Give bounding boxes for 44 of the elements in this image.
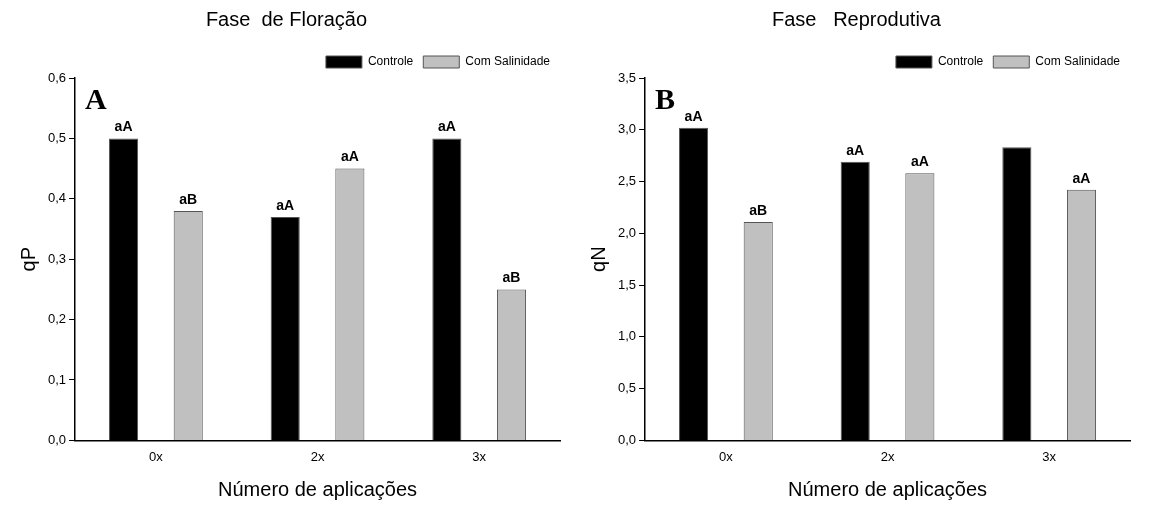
data-label: aA <box>1072 169 1091 186</box>
y-axis-title: qP <box>16 246 39 272</box>
y-tick-label: 0,5 <box>617 380 637 396</box>
chart-title: Fase Reprodutiva <box>772 7 942 30</box>
y-tick-label: 0,0 <box>47 431 67 447</box>
y-tick-label: 0,2 <box>47 311 67 327</box>
x-axis-title: Número de aplicações <box>788 477 988 500</box>
x-tick-label: 0x <box>149 448 164 464</box>
legend-label: Com Salinidade <box>465 54 551 69</box>
data-label: aA <box>114 118 133 135</box>
y-tick-label: 2,5 <box>617 173 637 189</box>
data-label: aB <box>749 201 768 218</box>
legend-label: Controle <box>937 54 984 69</box>
y-tick-label: 0,3 <box>47 250 67 266</box>
data-label: aA <box>340 148 359 165</box>
x-tick-label: 2x <box>880 448 895 464</box>
annotation: B <box>655 81 676 115</box>
y-tick-label: 3,5 <box>617 69 637 85</box>
x-tick-label: 2x <box>310 448 325 464</box>
y-tick-label: 0,5 <box>47 129 67 145</box>
legend-label: Controle <box>367 54 414 69</box>
y-tick-label: 0,4 <box>47 190 67 206</box>
data-label: aA <box>437 118 456 135</box>
x-tick-label: 3x <box>472 448 487 464</box>
data-label: aB <box>502 269 521 286</box>
x-tick-label: 3x <box>1042 448 1057 464</box>
data-label: aA <box>910 153 929 170</box>
y-tick-label: 3,0 <box>617 121 637 137</box>
data-label: aA <box>276 196 295 213</box>
x-axis-title: Número de aplicações <box>218 477 418 500</box>
y-tick-label: 0,6 <box>47 69 67 85</box>
annotation: A <box>85 81 108 115</box>
legend-label: Com Salinidade <box>1035 54 1121 69</box>
chart-title: Fase de Floração <box>205 7 368 30</box>
data-label: aA <box>684 107 703 124</box>
y-tick-label: 1,5 <box>617 276 637 292</box>
y-tick-label: 2,0 <box>617 224 637 240</box>
y-tick-label: 0,0 <box>617 431 637 447</box>
data-label: aA <box>846 141 865 158</box>
data-label: aB <box>179 190 198 207</box>
x-tick-label: 0x <box>719 448 734 464</box>
y-tick-label: 1,0 <box>617 328 637 344</box>
y-tick-label: 0,1 <box>47 371 67 387</box>
y-axis-title: qN <box>586 246 609 272</box>
